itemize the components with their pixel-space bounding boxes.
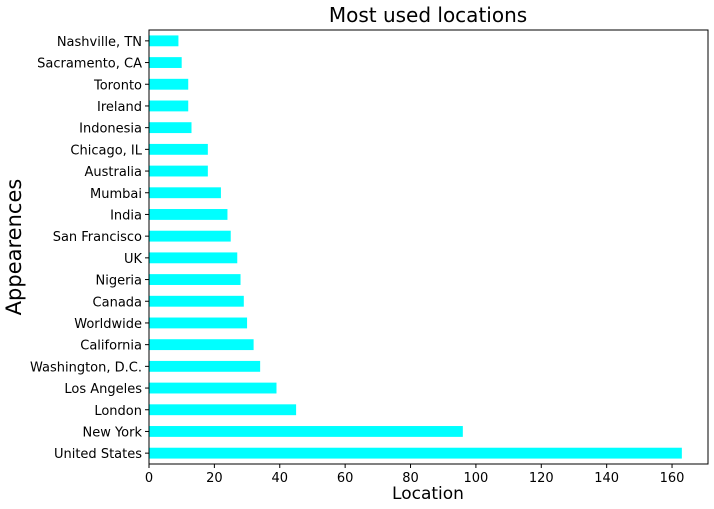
y-axis-label: Appearences xyxy=(2,179,26,316)
y-tick-label: California xyxy=(80,339,142,354)
y-tick-label: Ireland xyxy=(97,100,142,115)
bar-australia xyxy=(149,165,208,177)
chart-title: Most used locations xyxy=(329,3,527,27)
y-tick-label: Washington, D.C. xyxy=(30,360,142,375)
y-tick-label: Sacramento, CA xyxy=(37,57,142,72)
bar-indonesia xyxy=(149,122,192,134)
bar-california xyxy=(149,339,254,351)
y-tick-label: United States xyxy=(54,447,142,462)
bar-london xyxy=(149,404,297,416)
bar-india xyxy=(149,209,228,220)
x-tick-label: 20 xyxy=(206,471,223,486)
x-axis-label: Location xyxy=(392,484,464,504)
x-tick-label: 40 xyxy=(271,471,288,486)
y-tick-label: Nigeria xyxy=(95,274,142,289)
bar-toronto xyxy=(149,78,189,90)
bar-ireland xyxy=(149,100,189,112)
bar-san-francisco xyxy=(149,230,231,242)
x-tick-label: 100 xyxy=(463,471,488,486)
bar-mumbai xyxy=(149,187,221,199)
y-tick-label: Toronto xyxy=(93,78,142,93)
y-tick-label: New York xyxy=(82,425,142,440)
bar-chicago-il xyxy=(149,143,208,155)
y-tick-label: London xyxy=(94,404,142,419)
y-tick-label: Canada xyxy=(93,295,142,310)
y-tick-label: Nashville, TN xyxy=(57,35,142,50)
y-tick-label: Indonesia xyxy=(79,122,142,137)
x-tick-label: 160 xyxy=(660,471,685,486)
bars-group xyxy=(149,35,682,459)
bar-worldwide xyxy=(149,317,248,329)
x-tick-label: 0 xyxy=(145,471,153,486)
bar-new-york xyxy=(149,426,463,437)
x-axis-ticks: 0 20 40 60 80 100 120 140 160 xyxy=(145,464,685,486)
bar-nigeria xyxy=(149,274,241,285)
bar-nashville-tn xyxy=(149,35,179,47)
y-tick-label: Mumbai xyxy=(90,187,142,202)
y-axis-ticks: United States New York London Los Angeles Wa… xyxy=(30,35,149,462)
y-tick-label: India xyxy=(110,208,142,223)
bar-sacramento-ca xyxy=(149,57,182,68)
x-tick-label: 120 xyxy=(529,471,554,486)
x-tick-label: 140 xyxy=(594,471,619,486)
y-tick-label: San Francisco xyxy=(53,230,142,245)
bar-washington-d-c xyxy=(149,360,261,372)
bar-los-angeles xyxy=(149,382,277,394)
y-tick-label: UK xyxy=(124,252,143,267)
bar-canada xyxy=(149,295,244,307)
y-tick-label: Los Angeles xyxy=(64,382,142,397)
y-tick-label: Chicago, IL xyxy=(70,143,142,158)
bar-uk xyxy=(149,252,238,264)
y-tick-label: Worldwide xyxy=(74,317,142,332)
y-tick-label: Australia xyxy=(84,165,142,180)
x-tick-label: 60 xyxy=(337,471,354,486)
plot-frame xyxy=(148,29,709,465)
x-tick-label: 80 xyxy=(402,471,419,486)
bar-united-states xyxy=(149,447,682,459)
